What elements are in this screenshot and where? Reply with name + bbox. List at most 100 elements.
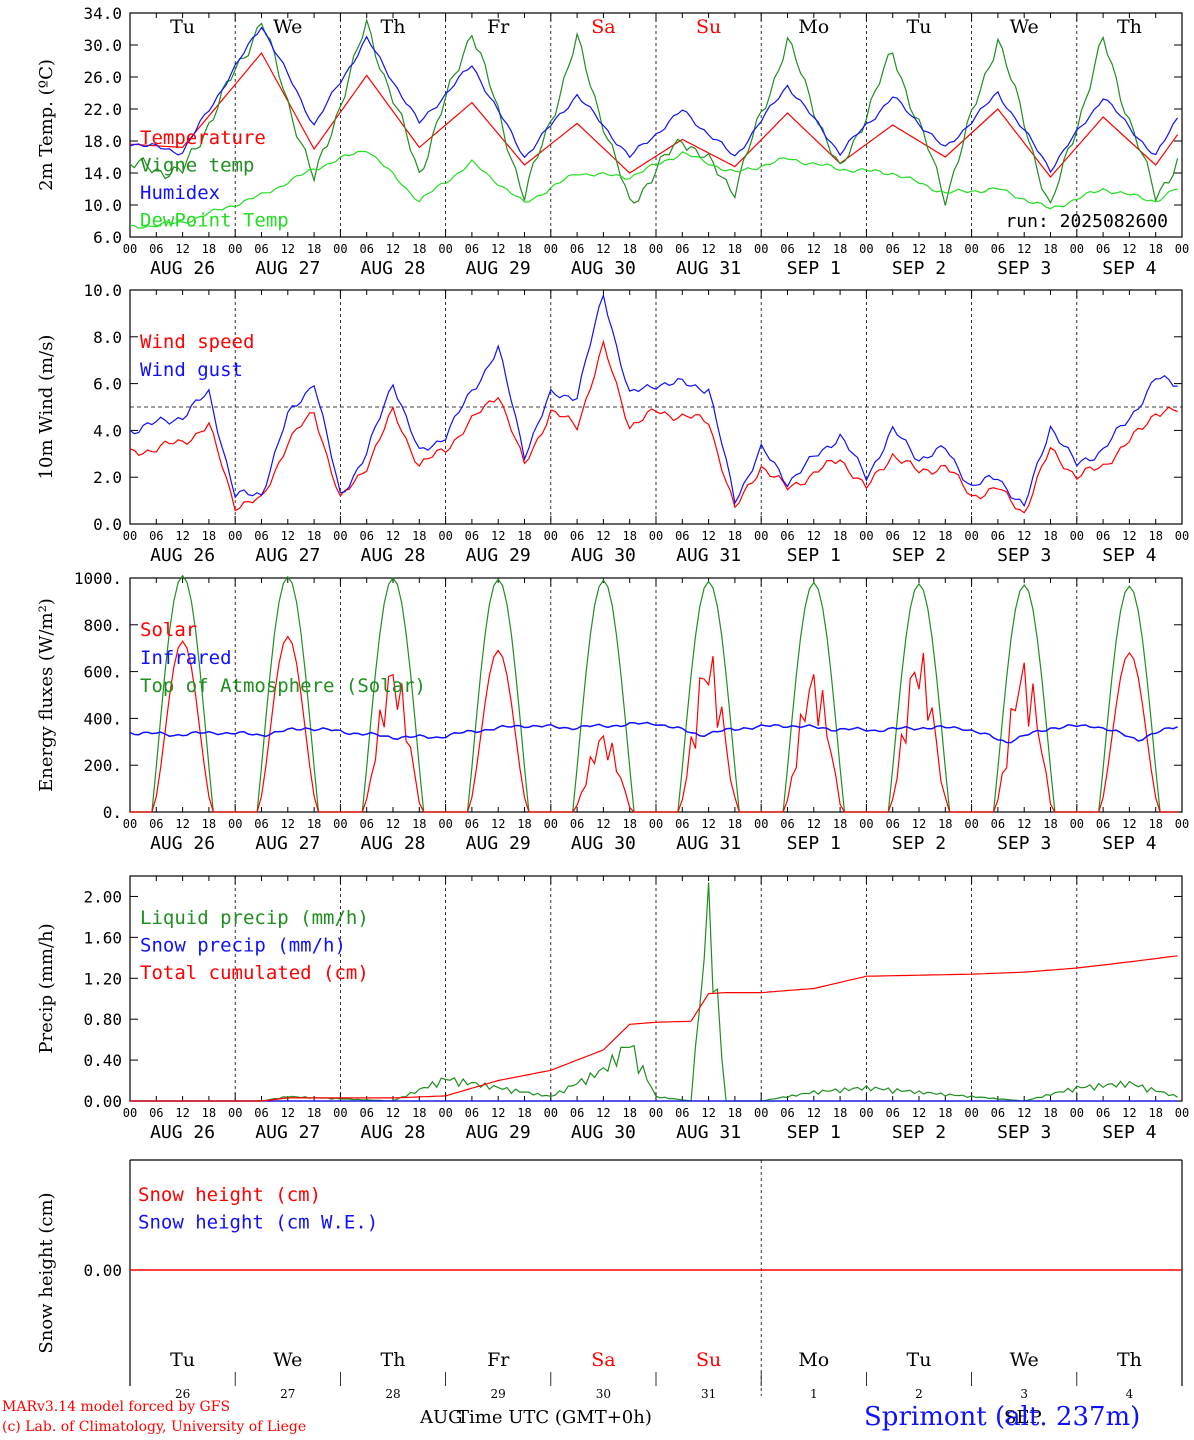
y-tick-label: 34.0 [83,4,122,23]
hour-tick-label: 12 [175,529,189,543]
hour-tick-label: 06 [885,529,899,543]
hour-tick-label: 12 [386,1106,400,1120]
hour-tick-label: 12 [1122,817,1136,831]
hour-tick-label: 00 [859,1106,873,1120]
legend-infrared: Infrared [140,647,232,669]
series-line-liquid-precip-mm-h- [130,882,1178,1102]
hour-tick-label: 18 [202,1106,216,1120]
hour-tick-label: 06 [675,242,689,256]
date-label: AUG 27 [255,1122,320,1143]
series-line-humidex [129,26,1179,174]
hour-tick-label: 00 [333,817,347,831]
month-right: SEP [1004,1407,1042,1428]
day-label: Sa [591,16,615,38]
legend-wind-gust: Wind gust [140,359,243,381]
y-tick-label: 22.0 [83,100,122,119]
hour-tick-label: 00 [754,242,768,256]
time-axis-title: Time UTC (GMT+0h) [457,1407,652,1428]
hour-tick-label: 00 [333,529,347,543]
legend-temperature: Temperature [140,127,266,149]
y-tick-label: 0.40 [83,1051,122,1070]
hour-tick-label: 00 [1070,817,1084,831]
y-tick-label: 14.0 [83,164,122,183]
legend-total-cumulated-cm-: Total cumulated (cm) [140,962,369,984]
y-tick-label: 26.0 [83,68,122,87]
hour-tick-label: 18 [1043,242,1057,256]
credit-line-1: MARv3.14 model forced by GFS [2,1399,231,1415]
date-label: AUG 29 [466,1122,531,1143]
legend-humidex: Humidex [140,182,220,204]
hour-tick-label: 06 [149,242,163,256]
y-axis-title: 10m Wind (m/s) [36,335,57,480]
hour-tick-label: 18 [622,529,636,543]
hour-tick-label: 12 [701,1106,715,1120]
date-label: AUG 28 [360,545,425,566]
hour-tick-label: 06 [991,529,1005,543]
hour-tick-label: 06 [570,529,584,543]
hour-tick-label: 00 [438,1106,452,1120]
hour-tick-label: 06 [780,529,794,543]
day-label: We [273,1349,302,1371]
day-label: Fr [487,1349,510,1371]
date-label: AUG 26 [150,258,215,279]
legend-vigne-temp: Vigne temp [140,155,254,177]
date-label: AUG 30 [571,258,636,279]
month-left: AUG [420,1407,463,1428]
hour-tick-label: 00 [123,242,137,256]
day-label: Th [1117,16,1142,38]
y-tick-label: 6.0 [93,228,122,247]
hour-tick-label: 06 [149,1106,163,1120]
hour-tick-label: 18 [307,817,321,831]
day-number: 26 [175,1387,190,1401]
hour-tick-label: 18 [307,1106,321,1120]
hour-tick-label: 06 [1096,1106,1110,1120]
hour-tick-label: 00 [228,817,242,831]
hour-tick-label: 18 [307,529,321,543]
hour-tick-label: 00 [438,817,452,831]
hour-tick-label: 06 [570,817,584,831]
y-tick-label: 800. [83,616,122,635]
hour-tick-label: 18 [1148,242,1162,256]
hour-tick-label: 06 [359,242,373,256]
y-tick-label: 18.0 [83,132,122,151]
hour-tick-label: 06 [149,817,163,831]
legend-liquid-precip-mm-h-: Liquid precip (mm/h) [140,907,369,929]
hour-tick-label: 12 [807,529,821,543]
legend-solar: Solar [140,619,197,641]
hour-tick-label: 00 [544,242,558,256]
hour-tick-label: 18 [833,529,847,543]
hour-tick-label: 06 [675,817,689,831]
hour-tick-label: 06 [465,529,479,543]
series-line-temperature [129,51,1179,178]
hour-tick-label: 00 [438,242,452,256]
hour-tick-label: 06 [359,817,373,831]
hour-tick-label: 18 [1043,1106,1057,1120]
hour-tick-label: 18 [833,817,847,831]
y-tick-label: 0.00 [83,1092,122,1111]
hour-tick-label: 18 [202,242,216,256]
hour-tick-label: 00 [964,1106,978,1120]
hour-tick-label: 00 [544,1106,558,1120]
date-label: AUG 27 [255,833,320,854]
y-tick-label: 8.0 [93,328,122,347]
date-label: AUG 30 [571,545,636,566]
day-number: 3 [1020,1387,1028,1401]
series-line-wind-speed [129,339,1178,514]
run-label: run: 2025082600 [1005,211,1168,232]
hour-tick-label: 06 [780,242,794,256]
hour-tick-label: 06 [1096,242,1110,256]
series-line-infrared [129,721,1178,744]
hour-tick-label: 12 [807,817,821,831]
hour-tick-label: 06 [675,529,689,543]
series-line-wind-gust [129,293,1178,508]
hour-tick-label: 12 [1122,1106,1136,1120]
date-label: AUG 30 [571,1122,636,1143]
hour-tick-label: 00 [1070,529,1084,543]
day-label: Tu [170,16,195,38]
y-tick-label: 10.0 [83,196,122,215]
hour-tick-label: 06 [991,1106,1005,1120]
y-axis-title: 2m Temp. (ºC) [36,59,57,191]
date-label: AUG 27 [255,258,320,279]
hour-tick-label: 12 [491,1106,505,1120]
